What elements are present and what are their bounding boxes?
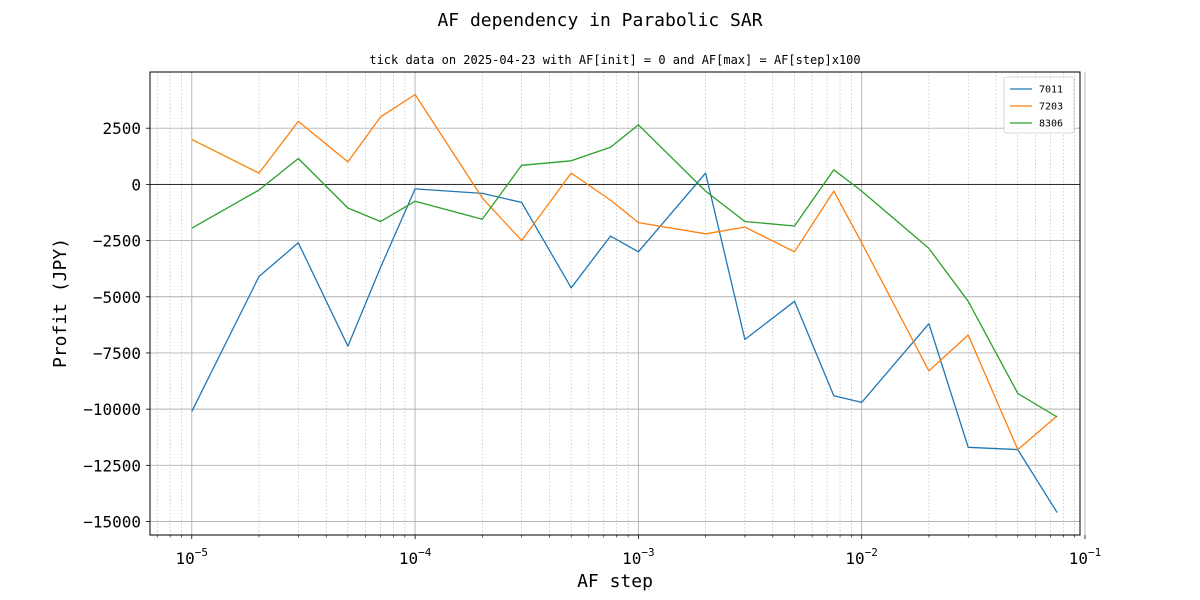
minor-grid (156, 72, 1076, 535)
legend-label-8306: 8306 (1039, 119, 1063, 130)
series-layer (191, 93, 1058, 513)
x-tick-label: 10−3 (622, 546, 655, 568)
plot-area-frame (149, 71, 1081, 536)
y-axis-ticks: 2500 0 −2500 −5000 −7500 −10000 −12500 −15000 (83, 119, 150, 532)
y-tick-label: 0 (131, 175, 141, 194)
y-axis-label: Profit (JPY) (50, 238, 71, 368)
x-tick-label: 10−5 (176, 546, 209, 568)
legend-box (1003, 76, 1075, 134)
x-axis-ticks: 10−5 10−4 10−3 10−2 10−1 (156, 535, 1102, 568)
chart-title: AF dependency in Parabolic SAR (437, 10, 762, 31)
series-line-7011 (191, 172, 1058, 513)
y-tick-label: −12500 (83, 456, 141, 475)
x-tick-label: 10−4 (399, 546, 432, 568)
series-line-8306 (191, 124, 1058, 418)
legend: 7011 7203 8306 (1003, 76, 1075, 134)
y-tick-label: −2500 (93, 232, 141, 251)
y-tick-label: 2500 (102, 119, 141, 138)
series-line-7203 (191, 93, 1058, 451)
x-tick-label: 10−2 (845, 546, 878, 568)
legend-label-7203: 7203 (1039, 102, 1063, 113)
y-tick-label: −5000 (93, 288, 141, 307)
chart-subtitle: tick data on 2025-04-23 with AF[init] = … (369, 53, 860, 67)
y-tick-label: −7500 (93, 344, 141, 363)
y-tick-label: −10000 (83, 400, 141, 419)
y-tick-label: −15000 (83, 513, 141, 532)
x-tick-label: 10−1 (1069, 546, 1102, 568)
x-axis-label: AF step (577, 571, 653, 592)
legend-label-7011: 7011 (1039, 85, 1063, 96)
